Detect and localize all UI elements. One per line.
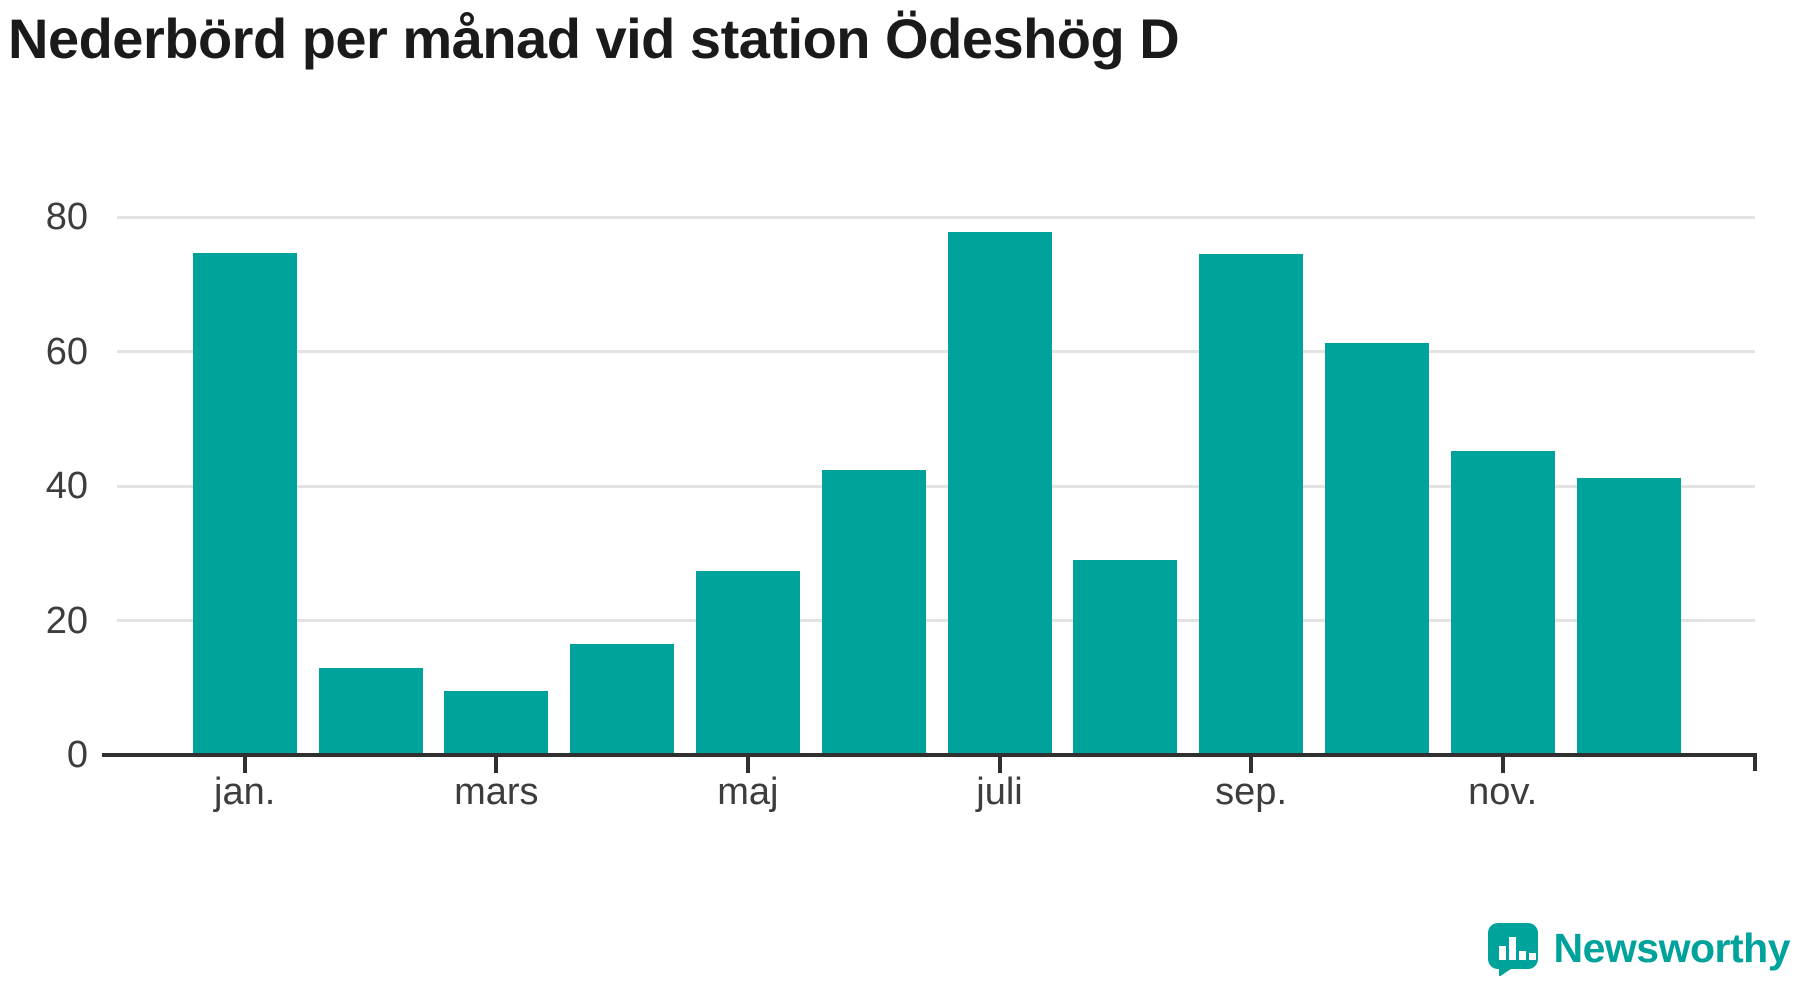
x-axis-tick-sep. [1249, 757, 1254, 773]
x-axis-tick-nov. [1500, 757, 1505, 773]
y-axis-tick-label: 80 [45, 196, 88, 238]
bar-month-6 [821, 469, 926, 755]
plot-area: 0 20 40 60 80 jan. mars maj juli sep. nov. [46, 140, 1757, 813]
bar-month-10 [1324, 342, 1429, 755]
x-axis-tick-juli [997, 757, 1002, 773]
x-axis-tick-label: maj [717, 771, 779, 813]
bar-month-12 [1576, 477, 1681, 755]
x-axis-tick-label: sep. [1215, 771, 1287, 813]
gridline-60 [117, 350, 1755, 353]
x-axis-tick-label: mars [454, 771, 539, 813]
x-axis-tick-jan. [242, 757, 247, 773]
y-axis-tick-label: 40 [45, 465, 88, 507]
y-axis-tick-label: 20 [45, 599, 88, 642]
y-axis-tick-label: 60 [45, 330, 88, 373]
y-axis-tick-label: 0 [66, 734, 88, 776]
x-axis-line [102, 753, 1757, 757]
x-axis-tick-label: juli [976, 771, 1023, 813]
bar-month-2 [318, 667, 423, 755]
gridline-40 [117, 484, 1755, 488]
bar-juli [947, 232, 1052, 755]
bar-sep. [1199, 254, 1304, 755]
bar-nov. [1450, 451, 1555, 755]
newsworthy-wordmark: Newsworthy [1553, 924, 1791, 971]
newsworthy-logo[interactable]: Newsworthy [1485, 920, 1791, 976]
x-axis-tick-mars [494, 757, 499, 773]
x-axis-end-tick [1753, 753, 1757, 771]
chart-title: Nederbörd per månad vid station Ödeshög … [8, 7, 1180, 70]
gridline-80 [117, 215, 1755, 219]
x-axis-tick-maj [745, 757, 750, 773]
newsworthy-pin-barchart-icon [1487, 923, 1538, 976]
x-axis-tick-label: nov. [1468, 771, 1538, 813]
gridline-20 [117, 619, 1755, 622]
bar-mars [444, 691, 549, 755]
bar-maj [695, 570, 800, 755]
bar-month-4 [570, 644, 675, 755]
x-axis-tick-label: jan. [214, 771, 276, 813]
bar-month-8 [1073, 559, 1178, 755]
bar-jan. [192, 252, 297, 755]
